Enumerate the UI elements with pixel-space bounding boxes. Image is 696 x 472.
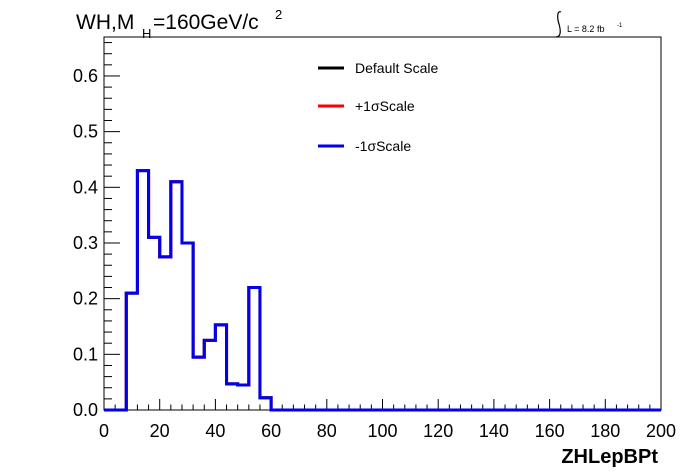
x-tick-label: 120 (423, 421, 453, 441)
y-tick-label: 0.0 (73, 400, 98, 420)
x-tick-label: 160 (535, 421, 565, 441)
y-tick-label: 0.3 (73, 233, 98, 253)
y-tick-label: 0.4 (73, 177, 98, 197)
x-tick-label: 140 (479, 421, 509, 441)
x-tick-label: 40 (205, 421, 225, 441)
axis-ticks: 0 20 40 60 80 100 120 140 160 180 200 0.0 0.1 0.2 0.3 0… (73, 42, 676, 441)
chart-title-superscript: 2 (275, 7, 282, 22)
x-tick-label: 180 (590, 421, 620, 441)
integral-icon (555, 11, 562, 38)
x-tick-label: 60 (261, 421, 281, 441)
series-line (104, 169, 661, 412)
y-tick-label: 0.2 (73, 289, 98, 309)
y-tick-label: 0.5 (73, 122, 98, 142)
series-layer (104, 169, 661, 412)
series-line (104, 169, 661, 412)
series-line (104, 169, 661, 412)
legend-entry: Default Scale (355, 60, 438, 76)
plot-frame (103, 36, 662, 411)
chart-title-main: WH,M (76, 11, 134, 34)
legend: Default Scale +1σScale -1σScale (318, 60, 438, 154)
chart-title-rest: =160GeV/c (153, 11, 259, 34)
x-tick-label: 0 (99, 421, 109, 441)
x-tick-label: 20 (150, 421, 170, 441)
y-tick-label: 0.6 (73, 66, 98, 86)
legend-entry: -1σScale (355, 138, 411, 154)
luminosity-label: L = 8.2 fb (567, 24, 604, 34)
x-tick-label: 100 (367, 421, 397, 441)
x-tick-label: 80 (317, 421, 337, 441)
x-axis-label: ZHLepBPt (561, 446, 658, 468)
chart-title-subscript: H (142, 26, 151, 41)
luminosity-superscript: -1 (617, 23, 623, 29)
legend-entry: +1σScale (355, 98, 415, 114)
y-tick-label: 0.1 (73, 344, 98, 364)
x-tick-label: 200 (646, 421, 676, 441)
